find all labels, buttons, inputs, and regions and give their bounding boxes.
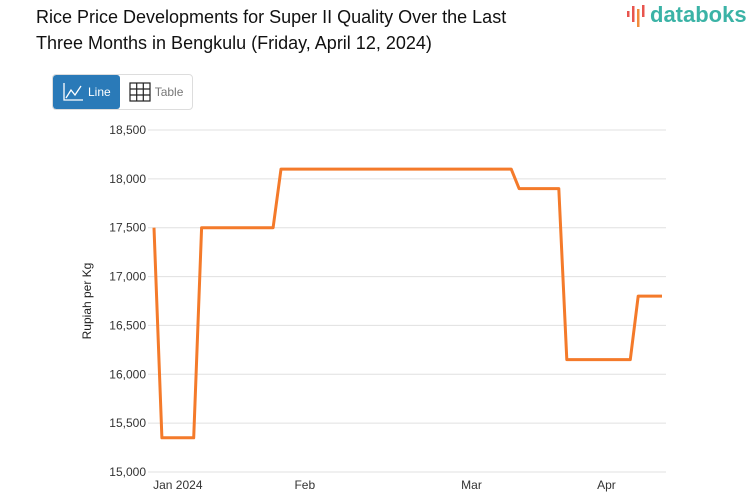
line-view-label: Line <box>88 85 111 99</box>
x-tick-label: Apr <box>597 478 616 492</box>
y-tick-label: 18,500 <box>109 123 146 137</box>
x-tick-label: Feb <box>294 478 315 492</box>
y-tick-label: 16,500 <box>109 318 146 332</box>
logo-bars-icon <box>627 5 645 27</box>
y-tick-label: 16,000 <box>109 367 146 381</box>
y-axis-label: Rupiah per Kg <box>80 263 94 340</box>
x-tick-label: Jan 2024 <box>153 478 203 492</box>
y-tick-label: 17,500 <box>109 221 146 235</box>
price-series-line <box>152 167 662 440</box>
view-toggle: Line Table <box>52 74 194 110</box>
y-tick-label: 15,000 <box>109 465 146 479</box>
table-grid-icon <box>129 82 151 102</box>
line-chart-icon <box>63 83 83 101</box>
line-view-button[interactable]: Line <box>53 75 120 109</box>
y-tick-label: 18,000 <box>109 172 146 186</box>
x-tick-label: Mar <box>461 478 482 492</box>
databoks-logo: databoks <box>626 2 747 28</box>
chart-title: Rice Price Developments for Super II Qua… <box>36 7 507 53</box>
logo-text: databoks <box>650 2 747 27</box>
y-tick-label: 17,000 <box>109 270 146 284</box>
table-view-button[interactable]: Table <box>120 75 193 109</box>
y-tick-label: 15,500 <box>109 416 146 430</box>
table-view-label: Table <box>154 85 184 99</box>
